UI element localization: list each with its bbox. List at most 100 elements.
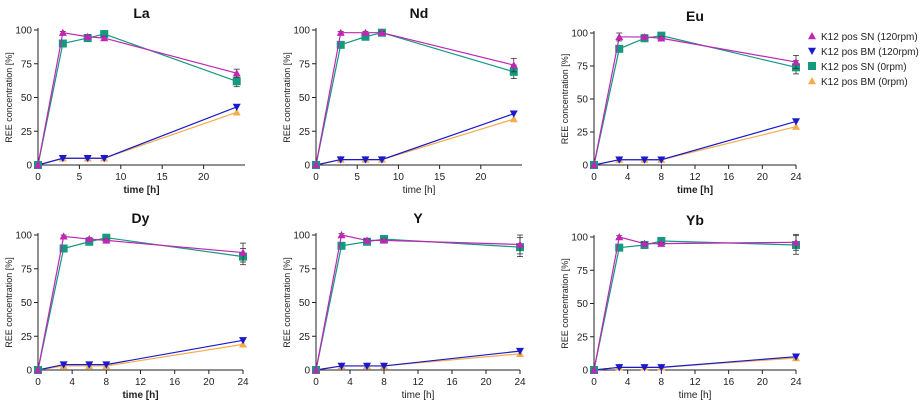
y-axis-label: REE concentration [%]: [4, 257, 14, 348]
panel-title: Yb: [686, 212, 704, 228]
x-tick-label: 8: [659, 377, 665, 388]
data-point: [377, 156, 386, 164]
legend-marker-bm120: [808, 47, 816, 55]
series-sn0: [34, 233, 247, 374]
y-tick-label: 100: [293, 26, 310, 37]
data-point: [239, 248, 247, 256]
x-tick-label: 4: [347, 377, 353, 388]
data-point: [657, 156, 666, 164]
series-bm120: [312, 110, 518, 169]
series-line: [593, 120, 797, 166]
x-tick-label: 10: [115, 172, 127, 183]
data-point: [792, 122, 800, 130]
data-point: [102, 236, 111, 244]
panel-la: La 0 25 50 75 100 0 5 10 15 20 time [h] REE concentr…: [4, 5, 245, 196]
series-sn120: [34, 28, 241, 169]
x-tick-label: 0: [35, 377, 41, 388]
x-tick-label: 10: [393, 172, 405, 183]
legend-label-sn120: K12 pos SN (120rpm): [821, 32, 918, 43]
x-tick-label: 12: [412, 377, 424, 388]
y-tick-label: 0: [26, 366, 32, 377]
y-tick-label: 75: [577, 62, 589, 73]
x-tick-label: 16: [169, 377, 181, 388]
x-tick-label: 20: [198, 172, 210, 183]
y-tick-label: 50: [577, 95, 589, 106]
data-point: [363, 362, 371, 370]
x-tick-label: 20: [480, 377, 492, 388]
data-point: [792, 353, 800, 361]
data-point: [232, 108, 241, 116]
x-tick-label: 4: [69, 377, 75, 388]
x-tick-label: 20: [475, 172, 487, 183]
y-tick-label: 50: [299, 93, 311, 104]
y-tick-label: 25: [299, 332, 311, 343]
x-tick-label: 0: [591, 172, 597, 183]
y-tick-label: 100: [571, 233, 588, 244]
series-line: [37, 235, 244, 371]
panel-title: Dy: [132, 210, 150, 226]
data-point: [640, 156, 649, 164]
panel-title: Y: [413, 210, 423, 226]
x-tick-label: 4: [625, 172, 631, 183]
x-tick-label: 0: [591, 377, 597, 388]
data-point: [100, 34, 109, 42]
y-tick-label: 100: [571, 29, 588, 40]
panel-eu: Eu 0 25 50 75 100 0 4 8 12 16 20 24 time [h] REE conce…: [560, 8, 802, 196]
panel-title: La: [133, 5, 150, 21]
data-point: [336, 28, 345, 36]
series-sn120: [590, 32, 800, 169]
data-point: [59, 244, 68, 253]
y-tick-label: 0: [582, 161, 588, 172]
legend-label-sn0: K12 pos SN (0rpm): [821, 62, 907, 73]
panel-yb: Yb 0 25 50 75 100 0 4 8 12 16 20 24 time [h] REE conce…: [560, 212, 802, 401]
data-point: [34, 161, 42, 169]
x-tick-label: 8: [659, 172, 665, 183]
series-line: [37, 111, 237, 166]
x-tick-label: 15: [157, 172, 169, 183]
panel-y: Y 0 25 50 75 100 0 4 8 12 16 20 24 time [h] REE concen…: [282, 210, 526, 401]
data-point: [792, 58, 800, 66]
data-point: [657, 364, 666, 372]
x-tick-label: 0: [35, 172, 41, 183]
data-point: [100, 155, 109, 163]
series-line: [593, 357, 797, 371]
data-point: [615, 44, 624, 53]
data-point: [100, 30, 109, 39]
legend-marker-bm0: [808, 77, 816, 85]
x-tick-label: 16: [723, 172, 735, 183]
data-point: [516, 347, 524, 356]
data-point: [361, 28, 370, 36]
x-tick-label: 24: [790, 377, 802, 388]
x-tick-label: 24: [790, 172, 802, 183]
series-sn120: [34, 232, 247, 374]
data-point: [615, 32, 624, 41]
y-tick-label: 50: [299, 298, 311, 309]
y-tick-label: 50: [577, 299, 589, 310]
data-point: [58, 28, 67, 36]
x-axis-label: time [h]: [677, 185, 713, 196]
panel-title: Eu: [686, 8, 704, 24]
data-point: [337, 231, 346, 239]
x-axis-label: time [h]: [122, 390, 158, 401]
data-point: [590, 161, 598, 169]
data-point: [615, 233, 624, 241]
panel-nd: Nd 0 25 50 75 100 0 5 10 15 20 time [h] REE concentr…: [282, 5, 522, 196]
x-tick-label: 12: [689, 377, 701, 388]
series-sn0: [590, 235, 800, 374]
x-tick-label: 16: [446, 377, 458, 388]
x-tick-label: 24: [237, 377, 249, 388]
x-axis-label: time [h]: [123, 185, 159, 196]
series-sn0: [34, 30, 241, 169]
y-tick-label: 75: [299, 59, 311, 70]
y-tick-label: 50: [21, 298, 33, 309]
data-point: [792, 238, 800, 246]
legend-label-bm0: K12 pos BM (0rpm): [821, 77, 908, 88]
y-tick-label: 0: [304, 161, 310, 172]
y-tick-label: 100: [15, 26, 32, 37]
data-point: [336, 40, 345, 49]
data-point: [336, 156, 345, 164]
data-point: [377, 28, 386, 36]
y-tick-label: 75: [299, 264, 311, 275]
series-sn120: [312, 231, 524, 374]
data-point: [363, 236, 371, 244]
